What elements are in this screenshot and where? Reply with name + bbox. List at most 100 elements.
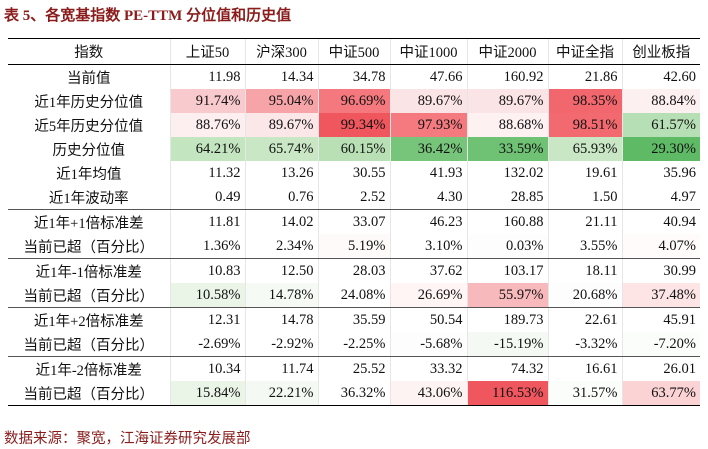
table-cell: 43.06%	[389, 381, 467, 406]
table-cell: 25.52	[317, 356, 390, 381]
column-header: 中证1000	[389, 38, 467, 65]
table-row: 当前已超（百分比） -2.69% -2.92% -2.25% -5.68% -15.19%…	[8, 332, 700, 357]
column-header: 沪深300	[244, 38, 318, 65]
table-row: 近1年波动率 0.49 0.76 2.52 4.30 28.85 1.50 4.97	[8, 185, 700, 210]
table-cell: 21.86	[547, 64, 622, 89]
row-label: 近1年+1倍标准差	[33, 215, 144, 232]
row-label: 近1年波动率	[8, 185, 170, 210]
table-cell: 19.61	[547, 161, 622, 185]
row-label: 历史分位值	[52, 142, 126, 159]
table-cell: 26.01	[621, 356, 700, 381]
table-cell: -3.32%	[547, 332, 622, 357]
row-label: 当前已超（百分比）	[8, 332, 170, 357]
row-label: 当前已超（百分比）	[8, 381, 170, 406]
table-cell: 45.91	[621, 307, 700, 332]
table-cell: 0.03%	[466, 234, 548, 259]
column-header: 中证500	[317, 38, 390, 65]
column-header: 中证全指	[547, 38, 622, 65]
table-cell: 189.73	[466, 307, 548, 332]
source-note: 数据来源：聚宽，江海证券研究发展部	[4, 431, 251, 447]
table-cell: -2.92%	[244, 332, 318, 357]
table-cell: 30.99	[621, 258, 700, 283]
table-cell: 16.61	[547, 356, 622, 381]
table-row: 当前已超（百分比） 1.36% 2.34% 5.19% 3.10% 0.03% 3.55% 4…	[8, 234, 700, 259]
table-cell: 35.96	[621, 161, 700, 185]
table-cell: 41.93	[389, 161, 467, 185]
table-cell: 11.32	[169, 161, 245, 185]
table-cell: 37.62	[389, 258, 467, 283]
table-cell: 14.78	[244, 307, 318, 332]
table-cell: 160.92	[466, 64, 548, 89]
table-cell: 3.55%	[547, 234, 622, 259]
table-cell: -5.68%	[389, 332, 467, 357]
table-cell: 24.08%	[317, 283, 390, 308]
table-cell: 55.97%	[466, 283, 548, 308]
table-cell: 132.02	[466, 161, 548, 185]
table-cell: 34.78	[317, 64, 390, 89]
table-cell: -15.19%	[466, 332, 548, 357]
row-label: 当前已超（百分比）	[8, 283, 170, 308]
table-cell: 0.76	[244, 185, 318, 210]
table-cell: 30.55	[317, 161, 390, 185]
table-cell: 10.34	[169, 356, 245, 381]
row-label: 近1年均值	[56, 166, 122, 183]
table-cell: 40.94	[621, 209, 700, 234]
table-cell: 33.32	[389, 356, 467, 381]
table-cell: 11.98	[169, 64, 245, 89]
table-cell: 91.74%	[169, 89, 245, 113]
table-cell: 2.34%	[244, 234, 318, 259]
table-cell: 88.68%	[466, 113, 548, 137]
row-label: 近1年+2倍标准差	[33, 313, 144, 330]
table-cell: 11.81	[169, 209, 245, 234]
table-cell: 0.49	[169, 185, 245, 210]
table-cell: -2.25%	[317, 332, 390, 357]
table-cell: 28.03	[317, 258, 390, 283]
table-cell: 89.67%	[389, 89, 467, 113]
table-cell: 61.57%	[621, 113, 700, 137]
row-label: 近5年历史分位值	[34, 118, 144, 135]
table-cell: 4.07%	[621, 234, 700, 259]
table-cell: 60.15%	[317, 137, 390, 161]
column-header: 中证2000	[466, 38, 548, 65]
table-cell: 1.36%	[169, 234, 245, 259]
table-cell: 64.21%	[169, 137, 245, 161]
table-row: 当前已超（百分比） 15.84% 22.21% 36.32% 43.06% 116.53%…	[8, 381, 700, 406]
table-cell: 14.34	[244, 64, 318, 89]
table-row: 近1年均值 11.32 13.26 30.55 41.93 132.02 19.61 35.9…	[8, 161, 700, 185]
table-cell: 26.69%	[389, 283, 467, 308]
table-row: 近5年历史分位值 88.76% 89.67% 99.34% 97.93% 88.68% 98…	[8, 113, 700, 137]
table-row: 近1年历史分位值 91.74% 95.04% 96.69% 89.67% 89.67% 98…	[8, 89, 700, 113]
table-cell: 97.93%	[389, 113, 467, 137]
table-cell: 33.07	[317, 209, 390, 234]
table-cell: 36.32%	[317, 381, 390, 406]
table-cell: 10.58%	[169, 283, 245, 308]
table-cell: 14.78%	[244, 283, 318, 308]
row-label: 近1年-2倍标准差	[35, 362, 142, 379]
table-cell: 99.34%	[317, 113, 390, 137]
table-cell: 98.35%	[547, 89, 622, 113]
row-label: 当前值	[67, 70, 111, 87]
table-cell: 4.30	[389, 185, 467, 210]
table-cell: 28.85	[466, 185, 548, 210]
table-cell: 95.04%	[244, 89, 318, 113]
table-cell: 116.53%	[466, 381, 548, 406]
title: 表 5、各宽基指数 PE-TTM 分位值和历史值	[4, 8, 292, 24]
table-cell: 47.66	[389, 64, 467, 89]
table-cell: 35.59	[317, 307, 390, 332]
table-cell: 29.30%	[621, 137, 700, 161]
row-label: 近1年-1倍标准差	[35, 264, 142, 281]
table-row: 近1年+1倍标准差 11.81 14.02 33.07 46.23 160.88 21.11…	[8, 209, 700, 234]
table-row: 近1年-1倍标准差 10.83 12.50 28.03 37.62 103.17 18.11…	[8, 258, 700, 283]
table-row: 近1年-2倍标准差 10.34 11.74 25.52 33.32 74.32 16.61 2…	[8, 356, 700, 381]
table-cell: 50.54	[389, 307, 467, 332]
table-cell: 37.48%	[621, 283, 700, 308]
table-cell: 98.51%	[547, 113, 622, 137]
table-cell: 88.84%	[621, 89, 700, 113]
table-cell: 33.59%	[466, 137, 548, 161]
column-header: 上证50	[169, 38, 245, 65]
table-cell: 74.32	[466, 356, 548, 381]
row-label: 近1年历史分位值	[34, 94, 144, 111]
table-cell: 89.67%	[466, 89, 548, 113]
table-cell: 13.26	[244, 161, 318, 185]
